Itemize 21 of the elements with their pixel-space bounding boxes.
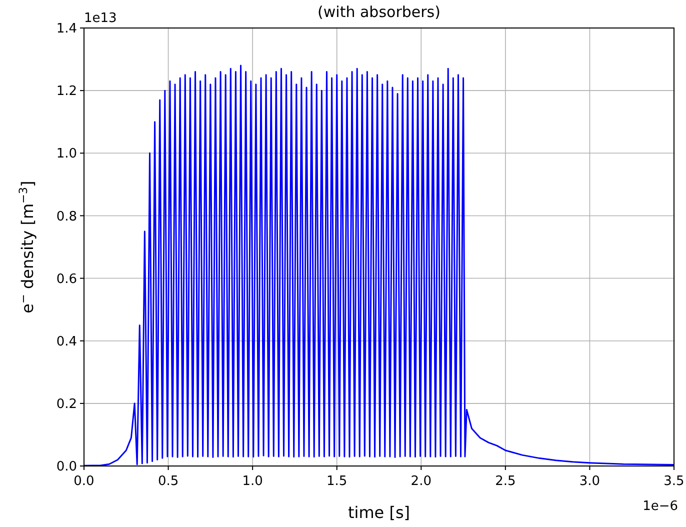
y-tick-label: 1.4: [56, 22, 77, 37]
x-tick-label: 1.0: [242, 474, 263, 489]
y-tick-label: 0.8: [56, 209, 77, 224]
y-tick-label: 0.2: [56, 396, 77, 412]
x-tick-label: 3.5: [664, 474, 684, 489]
y-tick-label: 0.0: [56, 460, 77, 475]
y-tick-label: 0.6: [56, 272, 77, 287]
y-tick-label: 1.2: [56, 84, 77, 100]
chart-title: (with absorbers): [318, 3, 440, 21]
x-tick-label: 2.0: [410, 474, 432, 489]
x-tick-label: 2.5: [495, 474, 516, 489]
line-series: [84, 64, 674, 466]
y-tick-label: 0.4: [56, 334, 77, 350]
text: 1e−6: [642, 499, 678, 514]
x-tick-label: 3.0: [579, 474, 600, 489]
x-tick-label: 0.5: [158, 474, 179, 489]
x-axis-title: time [s]: [348, 503, 410, 522]
x-tick-label: 0.0: [74, 474, 94, 489]
text: 1e13: [84, 11, 117, 26]
x-tick-label: 1.5: [326, 474, 348, 489]
y-tick-label: 1.0: [56, 146, 77, 162]
